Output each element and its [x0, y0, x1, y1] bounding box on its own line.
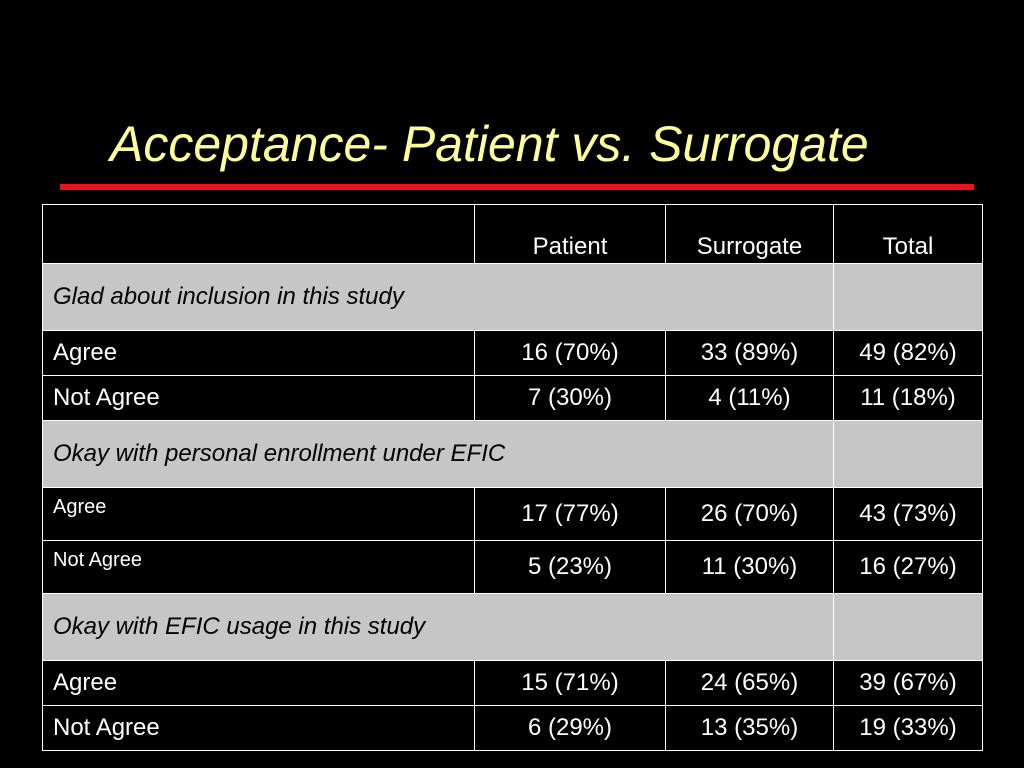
section-row-personal-enrollment: Okay with personal enrollment under EFIC	[42, 420, 983, 488]
surrogate-value: 4 (11%)	[665, 375, 834, 421]
row-label: Not Agree	[42, 375, 475, 421]
header-cell-patient: Patient	[474, 204, 666, 264]
table-row: Agree 16 (70%) 33 (89%) 49 (82%)	[42, 330, 983, 376]
acceptance-table: Patient Surrogate Total Glad about inclu…	[42, 204, 983, 751]
section-label: Glad about inclusion in this study	[42, 263, 834, 331]
header-cell-total: Total	[833, 204, 983, 264]
patient-value: 16 (70%)	[474, 330, 666, 376]
section-empty-cell	[833, 420, 983, 488]
slide-title: Acceptance- Patient vs. Surrogate	[110, 116, 869, 172]
table-header-row: Patient Surrogate Total	[42, 204, 983, 264]
row-label: Agree	[42, 330, 475, 376]
patient-value: 15 (71%)	[474, 660, 666, 706]
patient-value: 6 (29%)	[474, 705, 666, 751]
surrogate-value: 11 (30%)	[665, 540, 834, 594]
surrogate-value: 13 (35%)	[665, 705, 834, 751]
header-cell-blank	[42, 204, 475, 264]
title-underline-rule	[60, 184, 974, 190]
total-value: 49 (82%)	[833, 330, 983, 376]
patient-value: 17 (77%)	[474, 487, 666, 541]
surrogate-value: 33 (89%)	[665, 330, 834, 376]
patient-value: 5 (23%)	[474, 540, 666, 594]
table-row: Agree 17 (77%) 26 (70%) 43 (73%)	[42, 487, 983, 541]
table-row: Agree 15 (71%) 24 (65%) 39 (67%)	[42, 660, 983, 706]
header-cell-surrogate: Surrogate	[665, 204, 834, 264]
total-value: 19 (33%)	[833, 705, 983, 751]
table-row: Not Agree 7 (30%) 4 (11%) 11 (18%)	[42, 375, 983, 421]
section-row-glad-inclusion: Glad about inclusion in this study	[42, 263, 983, 331]
table-row: Not Agree 6 (29%) 13 (35%) 19 (33%)	[42, 705, 983, 751]
row-label: Agree	[42, 660, 475, 706]
section-empty-cell	[833, 263, 983, 331]
total-value: 11 (18%)	[833, 375, 983, 421]
section-row-efic-usage: Okay with EFIC usage in this study	[42, 593, 983, 661]
total-value: 39 (67%)	[833, 660, 983, 706]
surrogate-value: 24 (65%)	[665, 660, 834, 706]
section-label: Okay with EFIC usage in this study	[42, 593, 834, 661]
table-row: Not Agree 5 (23%) 11 (30%) 16 (27%)	[42, 540, 983, 594]
total-value: 16 (27%)	[833, 540, 983, 594]
patient-value: 7 (30%)	[474, 375, 666, 421]
total-value: 43 (73%)	[833, 487, 983, 541]
surrogate-value: 26 (70%)	[665, 487, 834, 541]
section-empty-cell	[833, 593, 983, 661]
row-label: Not Agree	[42, 705, 475, 751]
section-label: Okay with personal enrollment under EFIC	[42, 420, 834, 488]
row-label: Not Agree	[42, 540, 475, 594]
row-label: Agree	[42, 487, 475, 541]
